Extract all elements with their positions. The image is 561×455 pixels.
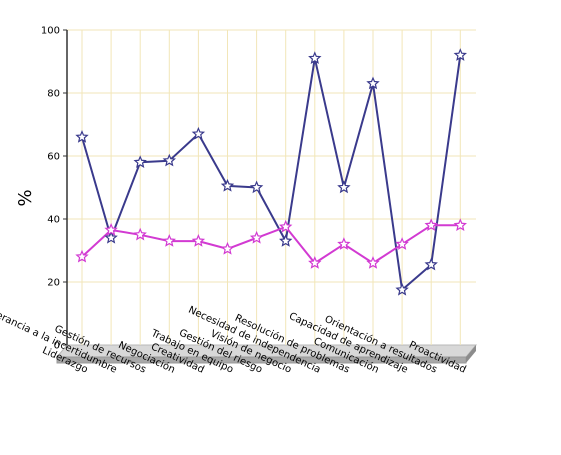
series-2-point: [279, 219, 293, 233]
series-2-point: [424, 218, 438, 231]
series-2-point: [366, 256, 380, 269]
series-1-point: [104, 230, 118, 244]
series-2-point: [191, 234, 206, 247]
series-2-point: [249, 230, 264, 244]
series-1-point: [337, 180, 351, 194]
series-1-point: [308, 51, 322, 65]
chart-3d-floor: [55, 344, 478, 364]
series-1-point: [424, 257, 438, 271]
y-tick-label: 100: [41, 26, 60, 37]
series-2-point: [337, 237, 351, 250]
series-1-point: [453, 48, 467, 61]
series-markers: [75, 48, 467, 296]
y-tick-label: 60: [47, 152, 60, 163]
vertical-gridlines: [81, 30, 461, 345]
series-2-point: [104, 222, 118, 236]
series-1-point: [395, 282, 409, 296]
series-2-point: [75, 249, 89, 263]
horizontal-gridlines: [67, 29, 476, 283]
y-axis-label: %: [15, 189, 36, 206]
series-1-point: [249, 180, 264, 194]
series-lines: [81, 55, 462, 291]
y-tick-label: 20: [47, 278, 60, 289]
series-1-point: [75, 130, 89, 143]
series-2-line: [81, 224, 461, 265]
series-1-point: [279, 234, 293, 247]
series-1-point: [366, 76, 380, 90]
series-1-line: [81, 55, 462, 291]
y-tick-label: 40: [47, 215, 60, 226]
series-2-point: [308, 256, 322, 269]
series-1-point: [133, 155, 147, 168]
series-2-point: [133, 227, 147, 241]
series-2-point: [395, 237, 409, 250]
series-1-point: [220, 178, 235, 192]
series-1-point: [191, 126, 206, 140]
x-category-label: Tolerancia a la incertidumbre: [0, 304, 118, 376]
series-2-point: [220, 241, 235, 255]
y-tick-label: 0: [54, 341, 60, 352]
series-1-point: [162, 153, 176, 167]
series-2-point: [162, 234, 176, 247]
y-tick-label: 80: [47, 89, 60, 100]
series-2-point: [453, 218, 467, 231]
y-axis-ticks: 0 20 40 60 80 100: [41, 26, 67, 352]
